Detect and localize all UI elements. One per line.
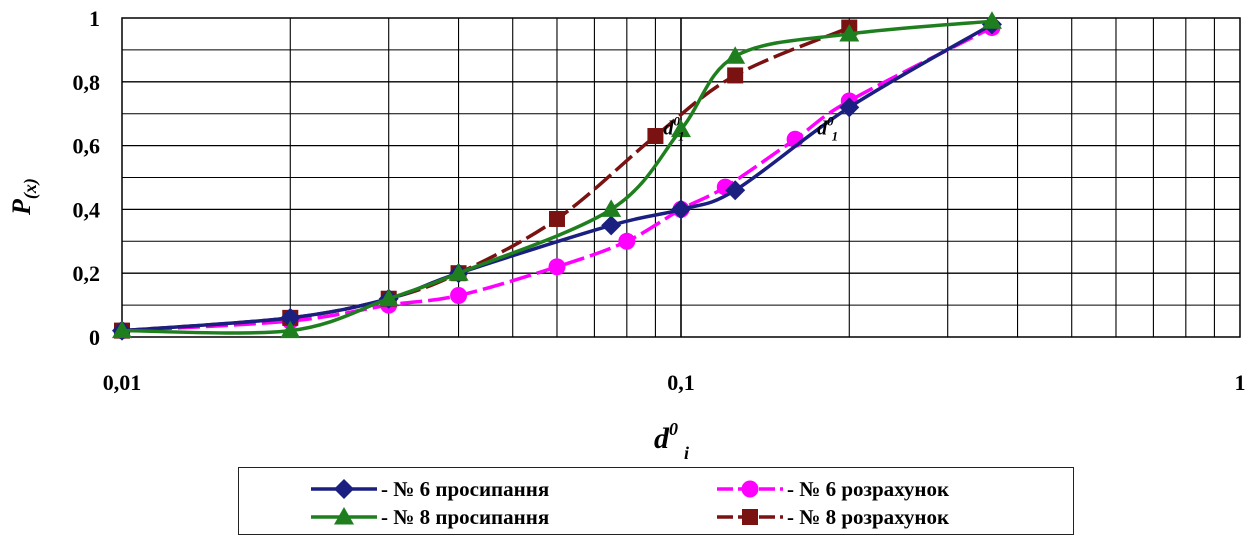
data-point [647,128,664,145]
data-point [981,11,1002,29]
legend-marker [741,480,759,498]
legend-item: - № 8 просипання [309,502,549,532]
legend: - № 6 просипання - № 6 розрахунок - № 8 пр… [238,467,1074,535]
legend-label: - № 6 просипання [381,476,550,501]
y-tick-label: 0,2 [73,261,101,286]
legend-label: - № 6 розрахунок [787,476,950,501]
axis-labels: d0i P(x) [7,178,689,463]
legend-swatch [311,507,377,525]
legend-marker [334,479,354,499]
data-point [548,210,565,227]
x-tick-label: 1 [1235,370,1246,395]
data-point [725,46,746,64]
y-tick-label: 1 [89,6,100,31]
series-line [121,26,993,333]
data-point [112,320,132,339]
series-triangle [112,11,1002,339]
legend-item: - № 8 розрахунок [715,502,949,532]
series-square [114,19,858,339]
series-layer [112,11,1002,341]
data-point [671,199,691,220]
y-tick-label: 0,4 [73,197,101,222]
annotation-label: d0 1 [817,113,838,143]
series-line [121,22,993,333]
legend-marker [334,507,354,525]
legend-swatch [717,509,783,525]
legend-label: - № 8 розрахунок [787,504,950,529]
data-point [280,307,301,328]
data-point [839,23,860,42]
y-tick-label: 0,8 [73,70,101,95]
data-point [727,67,744,84]
legend-item: - № 6 розрахунок [715,474,949,504]
data-point [450,287,468,305]
y-tick-label: 0,6 [73,134,101,159]
y-axis-label: P(x) [7,178,41,216]
annotation-label: d0 1 [664,113,685,143]
data-point [618,232,636,250]
legend-label: - № 8 просипання [381,504,550,529]
x-tick-label: 0,1 [667,370,695,395]
data-point [671,119,691,138]
x-axis-label: d0i [654,419,689,463]
chart: 0 0,2 0,4 0,6 0,8 1 0,01 0,1 1 d0i P(x) d0 1 d0 1 [7,6,1246,463]
data-point [839,97,860,118]
data-point [448,263,469,281]
tick-labels: 0 0,2 0,4 0,6 0,8 1 0,01 0,1 1 [73,6,1246,395]
legend-swatch [311,479,377,499]
annotations: d0 1 d0 1 [664,113,839,143]
x-tick-label: 0,01 [103,370,142,395]
data-point [601,215,622,236]
grid [122,18,1240,337]
data-point [378,288,399,307]
data-point [548,258,566,276]
y-tick-label: 0 [89,325,100,350]
data-point [280,320,301,339]
legend-item: - № 6 просипання [309,474,549,504]
data-point [601,199,622,217]
data-point [725,180,746,201]
legend-marker [742,509,758,525]
plot-frame [121,17,1241,338]
legend-swatch [717,480,783,498]
